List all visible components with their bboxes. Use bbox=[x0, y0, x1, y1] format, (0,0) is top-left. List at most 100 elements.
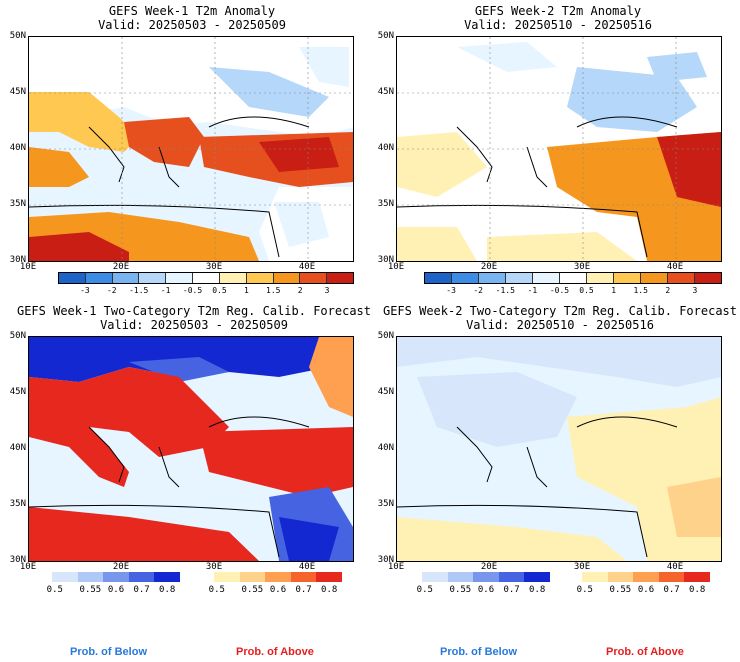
colorbar-tick-label: 2 bbox=[297, 286, 303, 295]
colorbar-tick-label: -0.5 bbox=[182, 286, 203, 295]
colorbar-swatch bbox=[614, 273, 641, 283]
lat-label: 30N bbox=[377, 555, 394, 565]
lat-label: 30N bbox=[9, 555, 26, 565]
lon-label: 10E bbox=[387, 262, 405, 272]
lat-label: 30N bbox=[377, 255, 394, 265]
prob-tick-label: 0.8 bbox=[529, 585, 546, 595]
prob-tick-label: 0.6 bbox=[107, 585, 125, 595]
prob-colorbar-swatch bbox=[77, 572, 104, 582]
prob-above-colorbar-2 bbox=[582, 572, 710, 582]
prob-tick-label: 0.7 bbox=[503, 585, 520, 595]
colorbar-tick-label: -0.5 bbox=[549, 286, 570, 295]
lon-label: 40E bbox=[666, 262, 684, 272]
lon-label: 30E bbox=[573, 262, 591, 272]
prob-tick-label: 0.55 bbox=[449, 585, 472, 595]
colorbar-tick-label: -3 bbox=[446, 286, 456, 295]
lon-label: 30E bbox=[205, 262, 223, 272]
prob-colorbar-swatch bbox=[316, 572, 342, 582]
map-week2-prob bbox=[396, 336, 722, 562]
prob-colorbar-swatch bbox=[290, 572, 317, 582]
colorbar-tick-label: 1.5 bbox=[633, 286, 648, 295]
prob-tick-label: 0.8 bbox=[159, 585, 176, 595]
colorbar-tick-label: 1.5 bbox=[266, 286, 281, 295]
colorbar-swatch bbox=[300, 273, 328, 283]
prob-below-colorbar-2 bbox=[422, 572, 550, 582]
prob-tick-label: 0.6 bbox=[477, 585, 495, 595]
lon-label: 20E bbox=[480, 262, 498, 272]
colorbar-swatch bbox=[273, 273, 301, 283]
map-week1-anomaly bbox=[28, 36, 354, 262]
colorbar-tick-label: -1 bbox=[160, 286, 171, 295]
colorbar-swatch bbox=[139, 273, 167, 283]
lat-label: 35N bbox=[377, 499, 394, 509]
lat-label: 30N bbox=[9, 255, 26, 265]
colorbar-tick-label: 3 bbox=[692, 286, 698, 295]
prob-tick-label: 0.55 bbox=[241, 585, 264, 595]
colorbar-tick-label: -3 bbox=[80, 286, 90, 295]
map-week2-anomaly bbox=[396, 36, 722, 262]
prob-tick-label: 0.8 bbox=[689, 585, 706, 595]
prob-tick-label: 0.7 bbox=[663, 585, 680, 595]
panel-3-title: GEFS Week-1 Two-Category T2m Reg. Calib.… bbox=[16, 304, 371, 332]
anomaly-colorbar-week2 bbox=[424, 272, 722, 284]
prob-below-label-1: Prob. of Below bbox=[70, 646, 147, 658]
colorbar-tick-label: -1.5 bbox=[129, 286, 149, 295]
lat-label: 35N bbox=[9, 199, 26, 209]
prob-tick-label: 0.55 bbox=[609, 585, 632, 595]
colorbar-swatch bbox=[641, 273, 668, 283]
prob-colorbar-swatch bbox=[154, 572, 180, 582]
colorbar-swatch bbox=[479, 273, 506, 283]
panel-1-title: GEFS Week-1 T2m Anomaly Valid: 20250503 … bbox=[98, 4, 286, 32]
colorbar-swatch bbox=[587, 273, 614, 283]
colorbar-swatch bbox=[193, 273, 220, 283]
prob-colorbar-swatch bbox=[473, 572, 499, 582]
prob-below-colorbar-1 bbox=[52, 572, 180, 582]
lon-label: 10E bbox=[19, 562, 37, 572]
colorbar-tick-label: 1 bbox=[611, 286, 617, 295]
prob-colorbar-swatch bbox=[265, 572, 291, 582]
colorbar-swatch bbox=[452, 273, 479, 283]
lat-label: 50N bbox=[9, 31, 26, 41]
prob-colorbar-swatch bbox=[422, 572, 448, 582]
lat-label: 35N bbox=[9, 499, 26, 509]
prob-colorbar-swatch bbox=[607, 572, 634, 582]
lat-label: 40N bbox=[9, 143, 26, 153]
lat-label: 40N bbox=[9, 443, 26, 453]
lon-label: 30E bbox=[573, 562, 591, 572]
lat-label: 50N bbox=[9, 331, 26, 341]
prob-colorbar-swatch bbox=[128, 572, 155, 582]
colorbar-tick-label: 1 bbox=[243, 286, 249, 295]
prob-tick-label: 0.5 bbox=[576, 585, 593, 595]
colorbar-tick-label: 0.5 bbox=[212, 286, 227, 295]
prob-above-label-2: Prob. of Above bbox=[606, 646, 684, 658]
prob-colorbar-swatch bbox=[524, 572, 550, 582]
colorbar-tick-label: -2 bbox=[473, 286, 483, 295]
colorbar-tick-label: -1 bbox=[527, 286, 538, 295]
prob-tick-label: 0.8 bbox=[321, 585, 338, 595]
anomaly-colorbar-week1 bbox=[58, 272, 354, 284]
lat-label: 45N bbox=[9, 87, 26, 97]
prob-tick-label: 0.55 bbox=[79, 585, 102, 595]
colorbar-swatch bbox=[85, 273, 113, 283]
colorbar-tick-label: 3 bbox=[324, 286, 330, 295]
colorbar-swatch bbox=[668, 273, 695, 283]
lon-label: 20E bbox=[112, 262, 130, 272]
prob-colorbar-swatch bbox=[582, 572, 608, 582]
prob-tick-label: 0.6 bbox=[637, 585, 655, 595]
prob-colorbar-swatch bbox=[447, 572, 474, 582]
prob-tick-label: 0.5 bbox=[208, 585, 225, 595]
prob-tick-label: 0.7 bbox=[133, 585, 150, 595]
lat-label: 45N bbox=[377, 87, 394, 97]
colorbar-swatch bbox=[506, 273, 533, 283]
colorbar-swatch bbox=[219, 273, 247, 283]
prob-colorbar-swatch bbox=[498, 572, 525, 582]
colorbar-swatch bbox=[425, 273, 452, 283]
colorbar-tick-label: -2 bbox=[106, 286, 117, 295]
prob-tick-label: 0.5 bbox=[46, 585, 63, 595]
prob-colorbar-swatch bbox=[214, 572, 240, 582]
panel-2-title: GEFS Week-2 T2m Anomaly Valid: 20250510 … bbox=[464, 4, 652, 32]
colorbar-swatch bbox=[327, 273, 353, 283]
lon-label: 40E bbox=[298, 262, 316, 272]
prob-colorbar-swatch bbox=[52, 572, 78, 582]
lat-label: 40N bbox=[377, 443, 394, 453]
